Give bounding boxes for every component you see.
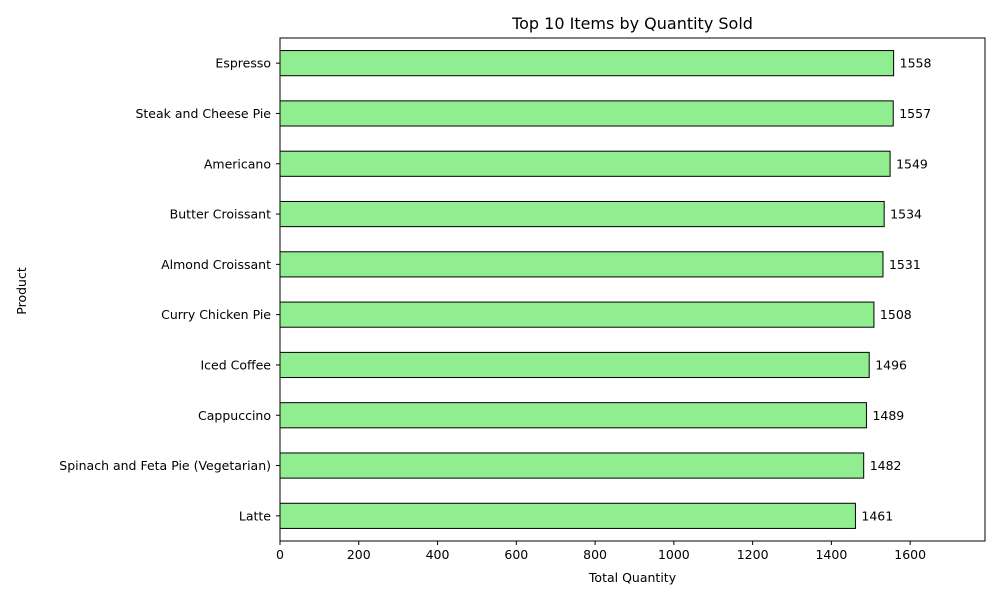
data-label: 1558 [900,56,932,71]
bar [279,251,884,278]
bar [279,351,870,379]
data-label: 1489 [872,408,904,423]
x-tick-label: 1000 [658,547,690,562]
bar [279,301,875,328]
x-tick-label: 1200 [737,547,769,562]
y-tick-label: Spinach and Feta Pie (Vegetarian) [59,458,271,473]
bar [279,402,867,429]
data-label: 1496 [875,357,907,372]
y-tick-label: Espresso [215,56,271,71]
data-label: 1508 [880,307,912,322]
axes-layer: Espresso Steak and Cheese Pie Americano But… [59,37,986,562]
x-tick-label: 800 [583,547,607,562]
x-tick-label: 400 [426,547,450,562]
bar [279,200,885,228]
bar [279,502,856,529]
bar [279,150,891,177]
y-tick-label: Cappuccino [198,408,271,423]
data-label: 1534 [890,207,922,222]
y-tick-label: Latte [239,508,271,523]
y-tick-label: Steak and Cheese Pie [135,106,271,121]
plot-frame [279,37,986,542]
y-tick-label: Iced Coffee [200,357,271,372]
y-axis-label: Product [14,267,29,315]
bars-layer: 1558 1557 1549 1534 1531 1508 1496 1489 1482 1461 [279,50,932,529]
x-tick-label: 1400 [815,547,847,562]
data-label: 1549 [896,156,928,171]
data-label: 1531 [889,257,921,272]
x-tick-label: 200 [347,547,371,562]
x-tick-label: 0 [276,547,284,562]
y-tick-label: Butter Croissant [170,207,271,222]
x-axis-label: Total Quantity [588,570,677,585]
bar [279,100,894,127]
bar [279,452,865,479]
x-tick-label: 1600 [894,547,926,562]
y-tick-label: Americano [204,156,271,171]
data-label: 1461 [861,508,893,523]
y-tick-label: Curry Chicken Pie [161,307,271,322]
chart-title: Top 10 Items by Quantity Sold [511,14,753,33]
data-label: 1557 [899,106,931,121]
bar [279,50,895,77]
data-label: 1482 [870,458,902,473]
y-tick-label: Almond Croissant [161,257,271,272]
x-tick-label: 600 [504,547,528,562]
